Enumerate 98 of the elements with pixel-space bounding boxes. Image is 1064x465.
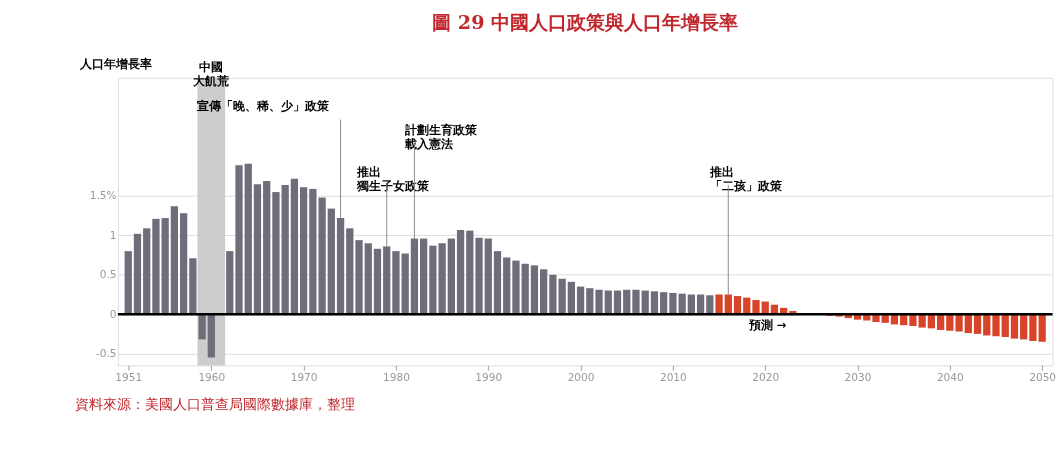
annotation: 計劃生育政策載入憲法 [404, 123, 478, 152]
bar [576, 286, 585, 315]
y-tick-label: 0.5 [99, 268, 117, 281]
bar [207, 314, 215, 358]
x-tick-label: 1980 [383, 371, 410, 384]
x-tick-label: 2010 [659, 371, 687, 384]
bar [456, 229, 465, 315]
bar [198, 314, 206, 340]
bar [567, 281, 575, 315]
bar [447, 238, 455, 315]
bar [540, 269, 548, 315]
source-note: 資料來源：美國人口普查局國際數據庫，整理 [74, 395, 355, 412]
bar [161, 218, 169, 315]
y-tick-label: 0 [109, 307, 117, 320]
x-tick-label: 2050 [1029, 371, 1057, 384]
bar [244, 163, 252, 315]
bar [466, 230, 474, 315]
bar [1001, 314, 1009, 338]
bar [973, 314, 982, 334]
x-tick-label: 2000 [567, 371, 595, 384]
bar [401, 253, 409, 315]
bar [964, 314, 972, 334]
bar [530, 265, 539, 315]
bar [909, 314, 917, 326]
x-tick-label: 1970 [290, 371, 318, 384]
bar [983, 314, 991, 336]
bar [235, 165, 243, 315]
bar [1029, 314, 1037, 341]
bar [946, 314, 954, 331]
y-axis-title: 人口年增長率 [79, 56, 153, 71]
bar [733, 296, 742, 315]
bar [152, 218, 160, 315]
bar [493, 251, 502, 315]
bar [623, 289, 631, 315]
x-tick-label: 1951 [115, 371, 143, 384]
bar [687, 294, 695, 315]
bar [383, 246, 391, 315]
bar [336, 218, 345, 315]
bar [752, 300, 760, 315]
bar [179, 213, 188, 315]
bar [272, 192, 280, 315]
bar [392, 251, 400, 315]
bar [420, 238, 428, 315]
bar [143, 228, 151, 315]
bar [696, 294, 705, 315]
x-tick-label: 1990 [475, 371, 503, 384]
bar [1010, 314, 1019, 339]
x-tick-label: 2020 [752, 371, 780, 384]
bar [604, 290, 612, 315]
bar [706, 295, 714, 315]
annotation: 推出獨生子女政策 [356, 164, 430, 194]
bar [364, 243, 372, 315]
bar [124, 251, 132, 315]
bar [1038, 314, 1046, 342]
band-label: 中國大飢荒 [193, 60, 230, 89]
bar [300, 187, 308, 315]
bar [281, 184, 289, 315]
bar [724, 294, 732, 315]
bar [253, 184, 262, 315]
chart-title: 圖 29 中國人口政策與人口年增長率 [432, 10, 739, 34]
bar [955, 314, 963, 332]
bar [133, 233, 142, 315]
bar [226, 251, 234, 315]
bar [632, 289, 640, 315]
bar [586, 288, 594, 315]
x-tick-label: 1960 [198, 371, 226, 384]
bar [170, 206, 179, 315]
bar [346, 228, 354, 315]
bar [613, 290, 622, 315]
y-tick-label: 1.5% [89, 189, 117, 202]
x-tick-label: 2040 [936, 371, 964, 384]
x-tick-label: 2030 [844, 371, 872, 384]
bar [373, 248, 382, 315]
bar [263, 181, 271, 315]
bar [484, 238, 492, 315]
bar [595, 289, 603, 315]
bar [355, 240, 363, 315]
bar [327, 208, 335, 315]
bar [475, 237, 483, 315]
bar [650, 291, 659, 315]
bar [189, 258, 197, 315]
bar [410, 238, 419, 315]
annotation: 預測 → [747, 317, 787, 332]
bar [660, 292, 668, 315]
bar [290, 178, 299, 315]
y-tick-label: 1 [109, 228, 117, 241]
bar [992, 314, 1000, 337]
bar [521, 263, 529, 315]
bar [512, 260, 520, 315]
annotation: 宣傳「晚、稀、少」政策 [197, 99, 330, 114]
bar [715, 294, 723, 315]
bar [503, 257, 511, 315]
bar [1020, 314, 1028, 340]
bar [918, 314, 926, 328]
annotation: 推出「二孩」政策 [708, 164, 782, 194]
bar [641, 290, 649, 315]
bar [936, 314, 945, 330]
y-tick-label: -0.5 [95, 346, 117, 359]
